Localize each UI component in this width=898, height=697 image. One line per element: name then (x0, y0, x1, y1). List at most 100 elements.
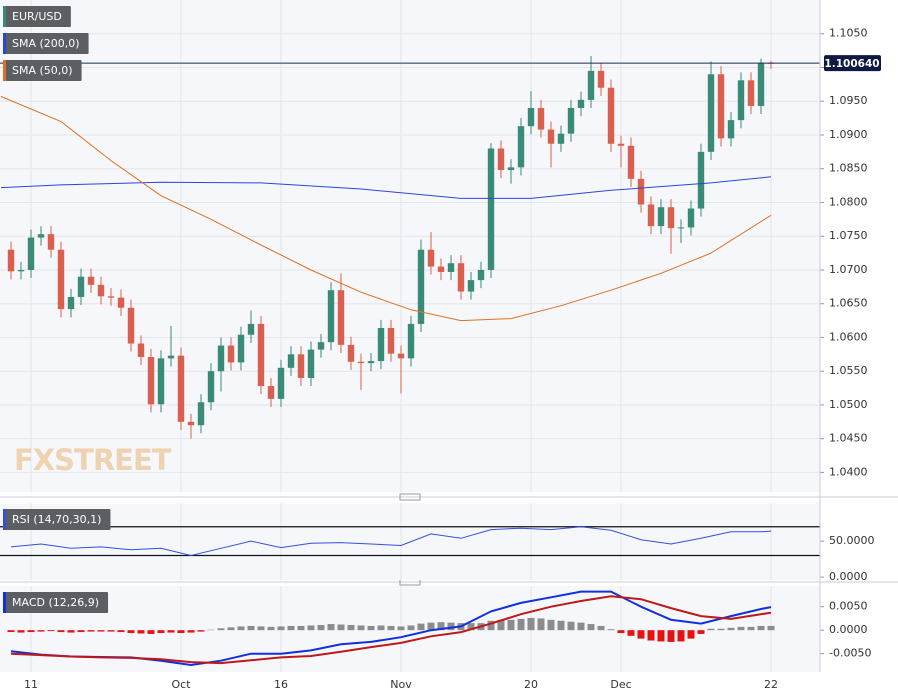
histogram-bar (217, 628, 225, 631)
histogram-bar (747, 626, 755, 631)
candle-body (37, 234, 45, 238)
plot-area (0, 0, 820, 492)
histogram-bar (677, 630, 685, 642)
histogram-bar (307, 625, 315, 631)
y-tick-label: 1.0800 (829, 195, 868, 208)
histogram-bar (277, 626, 285, 631)
histogram-bar (707, 628, 715, 631)
candle-body (697, 151, 705, 209)
legend-item: SMA (50,0) (3, 60, 82, 81)
histogram-bar (127, 630, 135, 633)
series-line (0, 176, 772, 199)
candle-body (227, 345, 235, 363)
y-tick-label: 1.0650 (829, 297, 868, 310)
x-tick-label: Dec (610, 678, 631, 691)
histogram-bar (407, 625, 415, 631)
histogram-bar (527, 617, 535, 631)
candle-body (737, 80, 745, 121)
y-tick-label: 1.0600 (829, 330, 868, 343)
candle-body (687, 208, 695, 228)
histogram-bar (297, 625, 305, 631)
candle-body (167, 355, 175, 359)
candle-body (297, 354, 305, 378)
histogram-bar (7, 630, 15, 633)
x-tick-label: 22 (764, 678, 778, 691)
candle-body (497, 148, 505, 171)
candle-body (637, 178, 645, 205)
histogram-bar (537, 618, 545, 631)
histogram-bar (717, 628, 725, 631)
histogram-bar (597, 625, 605, 631)
candle-body (397, 353, 405, 359)
candle-body (527, 107, 535, 127)
y-tick-label: 0.0000 (829, 623, 868, 636)
histogram-bar (37, 630, 45, 632)
series-line (10, 595, 772, 665)
series-line (0, 96, 772, 322)
candle-body (447, 263, 455, 272)
legend-label: SMA (50,0) (12, 64, 73, 77)
y-tick-label: 1.1050 (829, 27, 868, 40)
candle-body (307, 349, 315, 378)
legend-item: RSI (14,70,30,1) (3, 509, 111, 530)
candle-body (747, 80, 755, 106)
candle-body (567, 107, 575, 134)
candle-body (27, 237, 35, 270)
candle-body (57, 249, 65, 310)
histogram-bar (147, 630, 155, 634)
resize-handle[interactable] (399, 493, 421, 501)
histogram-bar (727, 627, 735, 631)
histogram-bar (327, 624, 335, 631)
y-tick-label: 0.0000 (829, 570, 868, 583)
histogram-bar (187, 630, 195, 633)
candle-body (617, 143, 625, 146)
candle-body (77, 276, 85, 297)
histogram-bar (627, 630, 635, 636)
candle-body (507, 167, 515, 171)
histogram-bar (337, 624, 345, 631)
candle-body (547, 129, 555, 144)
candle-body (757, 62, 765, 106)
candle-body (517, 126, 525, 168)
y-tick-label: 1.0950 (829, 94, 868, 107)
histogram-bar (737, 626, 745, 631)
legend-label: MACD (12,26,9) (12, 596, 99, 609)
histogram-bar (137, 630, 145, 634)
candle-body (607, 87, 615, 144)
candle-body (347, 344, 355, 362)
candle-body (177, 355, 185, 422)
legend-box (3, 509, 111, 530)
x-tick-label: 16 (274, 678, 288, 691)
candle-body (197, 402, 205, 426)
histogram-bar (757, 625, 765, 631)
histogram-bar (437, 622, 445, 631)
candle-body (337, 290, 345, 345)
candle-body (407, 323, 415, 359)
histogram-bar (57, 630, 65, 633)
histogram-bar (547, 619, 555, 631)
candle-body (87, 276, 95, 285)
legend-box (3, 33, 89, 54)
candle-body (117, 297, 125, 308)
histogram-bar (227, 627, 235, 631)
x-tick-label: Oct (171, 678, 191, 691)
candle-body (107, 296, 115, 298)
candle-body (717, 74, 725, 139)
histogram-bar (87, 630, 95, 632)
candle-body (367, 361, 375, 364)
candle-body (647, 204, 655, 227)
legend-box (3, 60, 82, 81)
histogram-bar (197, 630, 205, 632)
candle-body (437, 266, 445, 272)
candle-body (257, 323, 265, 387)
y-tick-label: 0.0050 (829, 600, 868, 613)
candle-body (477, 269, 485, 281)
candle-body (97, 284, 105, 297)
candle-body (137, 343, 145, 358)
histogram-bar (257, 626, 265, 631)
candle-body (267, 386, 275, 399)
legend-swatch (3, 33, 6, 54)
candle-body (677, 227, 685, 229)
